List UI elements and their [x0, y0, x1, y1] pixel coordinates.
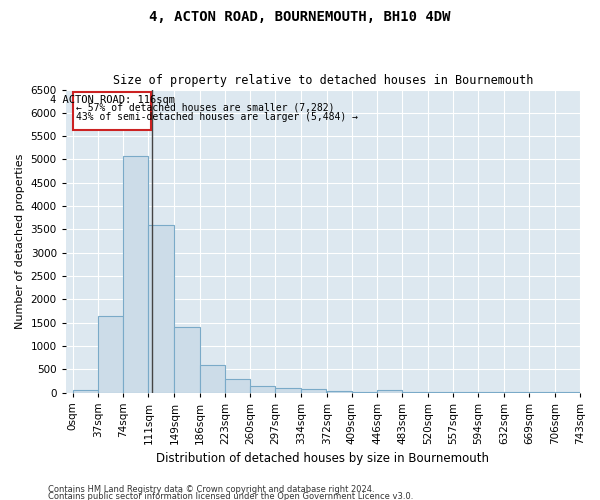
- Text: Contains public sector information licensed under the Open Government Licence v3: Contains public sector information licen…: [48, 492, 413, 500]
- Text: Contains HM Land Registry data © Crown copyright and database right 2024.: Contains HM Land Registry data © Crown c…: [48, 485, 374, 494]
- Bar: [98, 316, 123, 392]
- Text: 4 ACTON ROAD: 116sqm: 4 ACTON ROAD: 116sqm: [50, 94, 175, 104]
- Bar: [275, 388, 301, 392]
- X-axis label: Distribution of detached houses by size in Bournemouth: Distribution of detached houses by size …: [157, 452, 490, 465]
- Bar: [250, 386, 275, 392]
- Text: 43% of semi-detached houses are larger (5,484) →: 43% of semi-detached houses are larger (…: [76, 112, 358, 122]
- Bar: [377, 390, 403, 392]
- Bar: [225, 379, 250, 392]
- Text: ← 57% of detached houses are smaller (7,282): ← 57% of detached houses are smaller (7,…: [76, 102, 335, 113]
- Bar: [200, 364, 225, 392]
- Text: 4, ACTON ROAD, BOURNEMOUTH, BH10 4DW: 4, ACTON ROAD, BOURNEMOUTH, BH10 4DW: [149, 10, 451, 24]
- Title: Size of property relative to detached houses in Bournemouth: Size of property relative to detached ho…: [113, 74, 533, 87]
- Bar: [301, 388, 326, 392]
- FancyBboxPatch shape: [73, 92, 151, 130]
- Bar: [123, 156, 148, 392]
- Bar: [175, 328, 200, 392]
- Bar: [73, 390, 98, 392]
- Y-axis label: Number of detached properties: Number of detached properties: [15, 154, 25, 328]
- Bar: [326, 391, 352, 392]
- Bar: [148, 225, 174, 392]
